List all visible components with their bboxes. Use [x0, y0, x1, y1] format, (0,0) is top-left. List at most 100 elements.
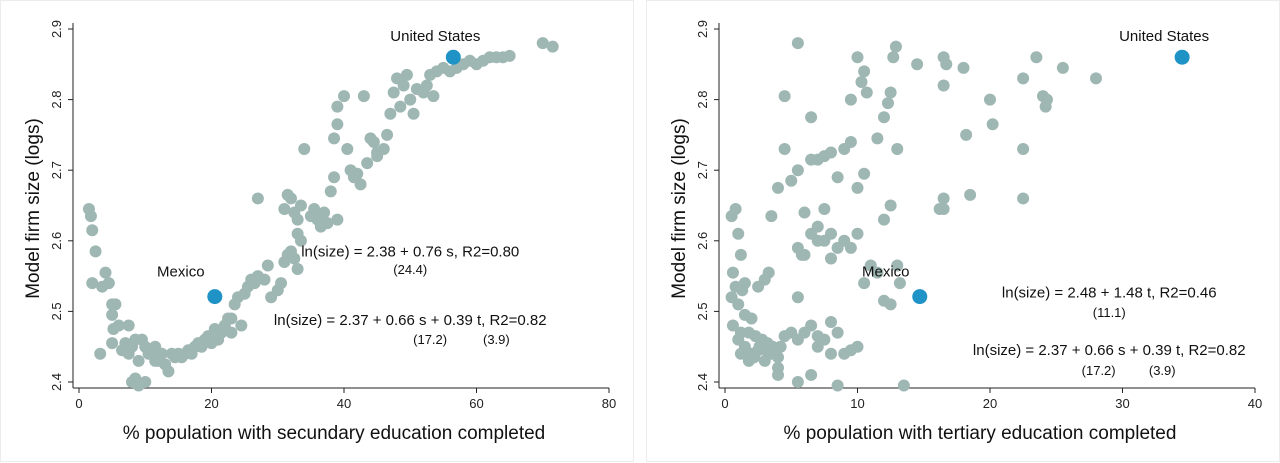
x-tick-label: 20 [204, 396, 218, 411]
data-point [785, 174, 798, 187]
regression-tstat: (17.2) [1082, 363, 1116, 378]
data-point [795, 248, 808, 261]
data-point [884, 298, 897, 311]
data-point [851, 181, 864, 194]
data-point [261, 259, 274, 272]
data-point [881, 97, 894, 110]
data-point [285, 192, 297, 205]
data-point [318, 206, 331, 219]
highlight-point [1174, 49, 1190, 65]
data-point [745, 312, 758, 325]
data-point [235, 319, 248, 332]
x-axis-title: % population with tertiary education com… [784, 423, 1177, 444]
data-point [858, 277, 871, 290]
data-point [162, 365, 175, 378]
data-point [291, 227, 304, 240]
data-point [891, 143, 904, 156]
regression-tstat: (3.9) [1149, 363, 1176, 378]
data-point [986, 118, 999, 131]
regression-tstat: (17.2) [413, 332, 447, 347]
data-point [844, 135, 857, 148]
data-point [407, 107, 420, 120]
data-point [106, 337, 119, 350]
highlight-point [207, 289, 223, 305]
data-point [107, 323, 120, 336]
y-axis-title: Model firm size (logs) [23, 118, 44, 299]
data-point [805, 319, 818, 332]
data-point [760, 344, 773, 357]
data-point [400, 68, 413, 81]
data-point [86, 224, 99, 237]
data-point [893, 277, 906, 290]
highlight-label: Mexico [862, 264, 910, 281]
data-point [377, 143, 390, 156]
data-point [884, 199, 897, 212]
data-point [884, 86, 897, 99]
data-point [328, 171, 341, 184]
data-point [324, 185, 337, 198]
data-point [811, 220, 824, 233]
data-point [957, 61, 970, 74]
data-point [294, 199, 307, 212]
data-point [798, 206, 811, 219]
data-point [354, 178, 367, 191]
data-point [825, 347, 837, 360]
regression-equation: ln(size) = 2.37 + 0.66 s + 0.39 t, R2=0.… [973, 342, 1246, 359]
x-tick-label: 0 [721, 396, 728, 411]
data-point [791, 376, 804, 388]
data-point [1030, 51, 1043, 64]
data-point [361, 157, 374, 170]
data-point [427, 90, 440, 103]
data-point [844, 93, 857, 106]
data-point [132, 354, 145, 367]
regression-tstat: (24.4) [393, 262, 427, 277]
data-point [225, 312, 238, 325]
data-point [404, 93, 417, 106]
data-point [102, 277, 115, 290]
data-point [420, 79, 433, 92]
data-point [367, 135, 380, 148]
x-tick-label: 20 [983, 396, 997, 411]
x-tick-label: 40 [1248, 396, 1262, 411]
highlight-point [912, 289, 928, 305]
data-point [546, 40, 559, 53]
x-tick-label: 60 [469, 396, 483, 411]
data-point [762, 266, 775, 279]
y-tick-label: 2.7 [695, 161, 710, 179]
data-point [288, 252, 301, 265]
data-point [106, 308, 119, 321]
data-point [99, 266, 112, 279]
regression-equation: ln(size) = 2.37 + 0.66 s + 0.39 t, R2=0.… [274, 312, 547, 329]
data-point [889, 40, 902, 53]
data-point [937, 192, 950, 205]
data-point [726, 266, 739, 279]
data-point [89, 245, 102, 258]
chart-panel-secondary: 2.4 2.5 2.6 2.7 2.8 2.9 0 20 40 60 80 % population … [0, 0, 634, 462]
data-point [1056, 61, 1069, 74]
data-point [109, 298, 122, 311]
data-point [394, 100, 407, 113]
data-point [984, 93, 996, 106]
data-point [726, 319, 739, 332]
data-point [381, 128, 394, 141]
data-point [891, 259, 904, 272]
data-point [791, 37, 804, 50]
highlight-label: Mexico [157, 264, 205, 281]
data-point [851, 340, 864, 353]
data-point [778, 143, 791, 156]
data-point [275, 277, 288, 290]
data-point [331, 118, 344, 131]
data-point [734, 347, 747, 360]
data-point [855, 75, 868, 88]
data-point [851, 51, 864, 64]
data-point [291, 213, 304, 226]
data-point [878, 213, 890, 226]
x-tick-label: 30 [1115, 396, 1129, 411]
data-point [331, 213, 344, 226]
data-point [887, 51, 900, 64]
y-tick-label: 2.5 [695, 302, 710, 320]
data-point [122, 319, 135, 332]
data-point [298, 143, 311, 156]
data-point [341, 143, 354, 156]
highlight-label: United States [390, 28, 480, 45]
